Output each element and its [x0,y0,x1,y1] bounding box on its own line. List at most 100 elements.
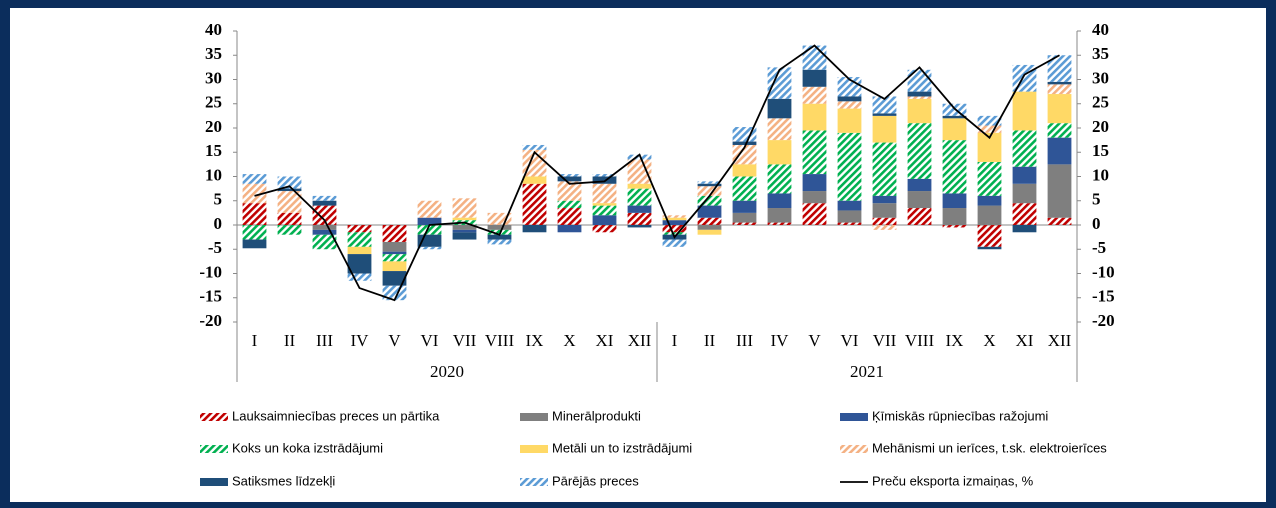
x-tick-label: VI [841,331,859,350]
bar-segment [593,215,617,225]
bar-segment [698,196,722,206]
bar-segment [768,99,792,118]
bar-segment [628,213,652,225]
bar-segment [593,206,617,216]
y2-tick-label: 20 [1092,117,1109,136]
bar-segment [278,213,302,225]
bar-segment [838,201,862,211]
x-tick-label: XII [628,331,652,350]
y2-tick-label: -5 [1092,238,1106,257]
legend-swatch [520,478,548,486]
bar-segment [593,184,617,203]
x-tick-label: VII [453,331,477,350]
y2-tick-label: -15 [1092,287,1115,306]
bar-segment [593,203,617,205]
bar-segment [873,113,897,115]
bar-segment [803,130,827,174]
legend-label: Koks un koka izstrādājumi [232,440,383,455]
bar-segment [908,96,932,98]
bar-segment [803,203,827,225]
bar-segment [453,232,477,239]
x-tick-label: V [808,331,821,350]
bar-segment [453,198,477,217]
bar-segment [488,225,512,230]
bar-segment [838,210,862,222]
bar-segment [978,162,1002,196]
bar-segment [908,99,932,123]
bar-segment [873,196,897,203]
bar-segment [383,242,407,252]
bar-segment [978,225,1002,247]
y-tick-label: 0 [214,214,223,233]
bar-segment [1048,138,1072,165]
bar-segment [943,140,967,193]
bar-segment [803,104,827,131]
bar-segment [1013,225,1037,232]
bar-segment [453,230,477,232]
bar-segment [768,208,792,223]
bar-segment [243,203,267,225]
bar-segment [733,177,757,201]
y2-tick-label: 40 [1092,20,1109,39]
x-tick-label: II [284,331,296,350]
bar-segment [523,184,547,225]
bar-segment [908,208,932,225]
bar-segment [1013,203,1037,225]
panel [10,8,1266,502]
y2-tick-label: -10 [1092,262,1115,281]
x-tick-label: XI [1016,331,1034,350]
bar-segment [663,232,687,234]
bar-segment [348,232,372,247]
x-tick-label: VIII [485,331,515,350]
x-tick-label: III [736,331,753,350]
legend-swatch [520,413,548,421]
y-tick-label: 30 [205,68,222,87]
bar-segment [1013,184,1037,203]
x-tick-label: VI [421,331,439,350]
bar-segment [943,208,967,225]
x-tick-label: X [983,331,995,350]
legend-swatch [200,413,228,421]
bar-segment [803,174,827,191]
legend-label: Lauksaimniecības preces un pārtika [232,408,440,423]
x-tick-label: XI [596,331,614,350]
bar-segment [733,201,757,213]
bar-segment [768,164,792,193]
group-label: 2020 [430,362,464,381]
bar-segment [768,223,792,225]
y2-tick-label: 0 [1092,214,1101,233]
bar-segment [803,87,827,104]
bar-segment [943,193,967,208]
x-tick-label: I [672,331,678,350]
bar-segment [908,70,932,92]
bar-segment [768,193,792,208]
x-tick-label: X [563,331,575,350]
x-tick-label: V [388,331,401,350]
bar-segment [698,218,722,225]
legend-label: Minerālprodukti [552,408,641,423]
bar-segment [558,208,582,225]
bar-segment [1048,84,1072,94]
bar-segment [628,184,652,189]
bar-segment [698,230,722,235]
legend-swatch [520,445,548,453]
bar-segment [908,179,932,191]
y2-tick-label: -20 [1092,311,1115,330]
legend-label: Ķīmiskās rūpniecības ražojumi [872,408,1048,423]
x-tick-label: VIII [905,331,935,350]
legend-swatch [200,445,228,453]
bar-segment [803,70,827,87]
y-tick-label: 10 [205,165,222,184]
bar-segment [768,140,792,164]
legend-swatch [840,413,868,421]
bar-segment [418,201,442,218]
bar-segment [1013,65,1037,92]
bar-segment [768,118,792,140]
y-tick-label: -20 [199,311,222,330]
bar-segment [908,92,932,97]
bar-segment [803,191,827,203]
bar-segment [873,143,897,196]
bar-segment [348,247,372,254]
y-tick-label: 35 [205,44,222,63]
bar-segment [383,254,407,261]
